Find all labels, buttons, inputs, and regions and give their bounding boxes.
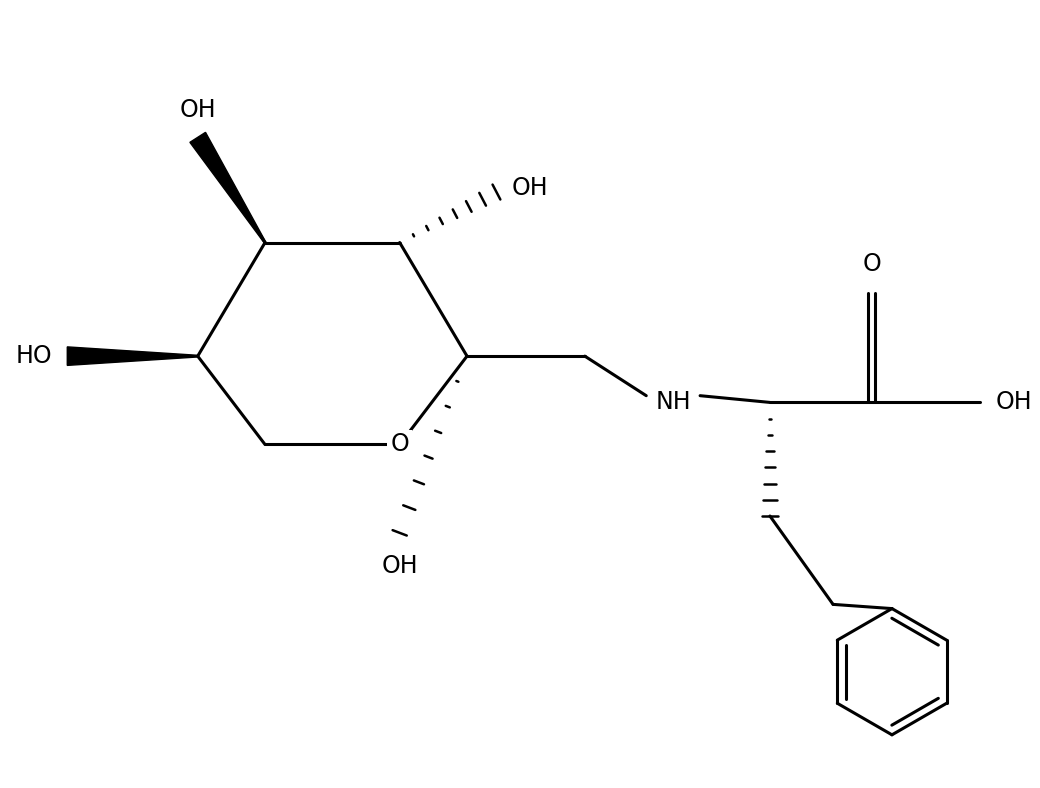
Text: HO: HO [16,344,52,368]
Text: NH: NH [655,390,691,414]
Text: OH: OH [180,98,216,122]
Polygon shape [198,137,266,243]
Text: OH: OH [512,176,548,200]
Text: OH: OH [995,390,1032,414]
Polygon shape [68,347,198,366]
Text: O: O [862,252,881,276]
Polygon shape [190,132,266,243]
Text: O: O [390,433,409,456]
Text: OH: OH [382,554,418,578]
